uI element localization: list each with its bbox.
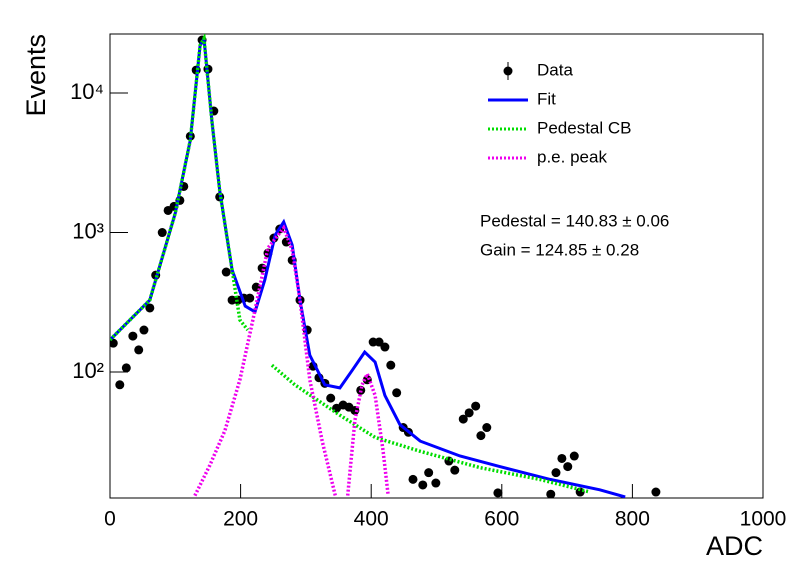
data-point bbox=[546, 489, 556, 498]
plot-area bbox=[110, 34, 661, 498]
data-point bbox=[464, 408, 474, 418]
data-point bbox=[444, 456, 454, 466]
data-point bbox=[145, 303, 155, 313]
data-point bbox=[110, 338, 118, 348]
data-point bbox=[471, 401, 481, 411]
data-point bbox=[551, 468, 561, 478]
data-point bbox=[350, 405, 360, 415]
data-point bbox=[374, 337, 384, 347]
x-tick-label: 600 bbox=[484, 508, 519, 531]
data-point bbox=[493, 488, 503, 498]
legend-marker bbox=[503, 66, 513, 76]
x-tick-label: 1000 bbox=[740, 508, 787, 531]
data-point bbox=[139, 325, 149, 335]
x-tick-label: 200 bbox=[223, 508, 258, 531]
data-point bbox=[431, 478, 441, 488]
data-point bbox=[418, 480, 428, 490]
data-point bbox=[128, 331, 138, 341]
data-point bbox=[482, 423, 492, 433]
legend-label: Fit bbox=[537, 89, 556, 108]
x-axis-label: ADC bbox=[706, 531, 763, 561]
data-point bbox=[557, 453, 567, 463]
data-point bbox=[115, 380, 125, 390]
data-point bbox=[408, 474, 418, 484]
plot-frame bbox=[109, 33, 764, 499]
data-point bbox=[450, 465, 460, 475]
legend-label: p.e. peak bbox=[537, 147, 607, 166]
x-tick-label: 0 bbox=[104, 508, 116, 531]
data-point bbox=[458, 414, 468, 424]
series-line bbox=[110, 34, 591, 494]
data-point bbox=[651, 487, 661, 497]
x-tick-label: 400 bbox=[354, 508, 389, 531]
x-tick-label: 800 bbox=[615, 508, 650, 531]
data-point bbox=[326, 393, 336, 403]
legend-label: Pedestal CB bbox=[537, 118, 632, 137]
y-tick-label: 10² bbox=[72, 358, 104, 383]
data-point bbox=[476, 431, 486, 441]
data-point bbox=[134, 345, 144, 355]
annotation: Pedestal = 140.83 ± 0.06 bbox=[480, 211, 669, 230]
y-axis-label: Events bbox=[21, 34, 51, 117]
data-point bbox=[386, 360, 396, 370]
data-point bbox=[563, 462, 573, 472]
data-point bbox=[424, 468, 434, 478]
data-point bbox=[569, 451, 579, 461]
data-point bbox=[392, 388, 402, 398]
series-line bbox=[193, 224, 390, 497]
y-tick-label: 10³ bbox=[72, 218, 104, 243]
data-point bbox=[380, 342, 390, 352]
annotation: Gain = 124.85 ± 0.28 bbox=[480, 240, 639, 259]
data-point bbox=[121, 363, 131, 373]
data-point bbox=[157, 228, 167, 238]
y-tick-label: 10⁴ bbox=[70, 79, 104, 104]
data-point bbox=[245, 293, 255, 303]
legend-label: Data bbox=[537, 60, 573, 79]
data-point bbox=[221, 267, 231, 277]
